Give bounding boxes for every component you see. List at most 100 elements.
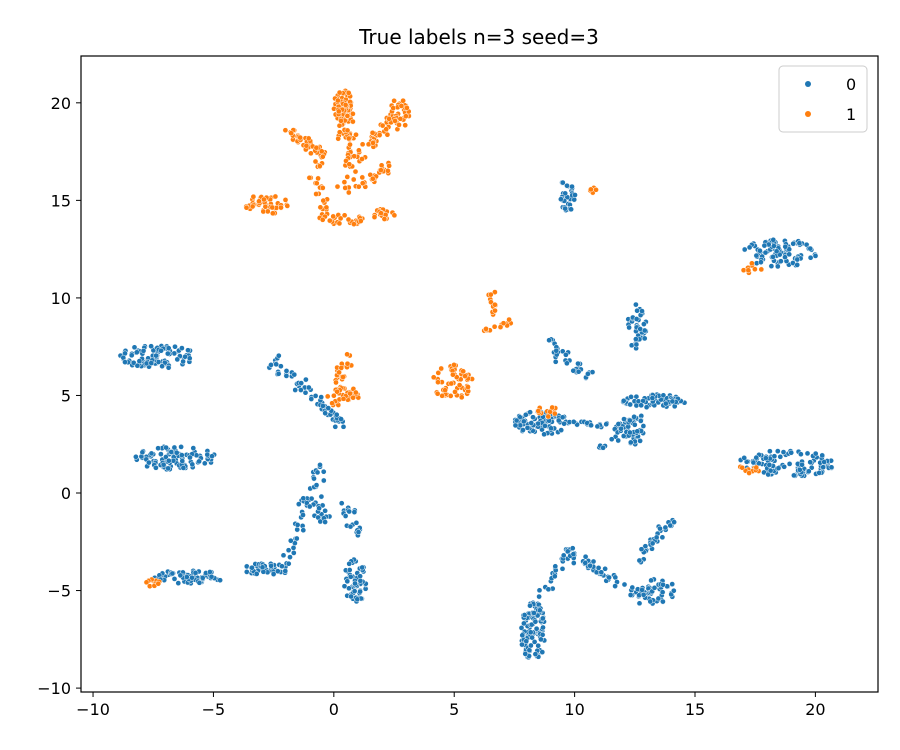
- point-series-0: [332, 423, 339, 430]
- point-series-1: [324, 393, 331, 400]
- point-series-1: [344, 351, 350, 358]
- point-series-0: [314, 469, 321, 476]
- point-series-0: [302, 389, 309, 396]
- point-series-0: [165, 345, 172, 352]
- y-tick-label: 0: [61, 484, 71, 503]
- point-series-0: [165, 364, 172, 371]
- point-series-1: [351, 221, 357, 227]
- point-series-0: [819, 452, 826, 459]
- point-series-0: [812, 253, 819, 259]
- point-series-0: [300, 495, 307, 502]
- point-series-0: [539, 426, 545, 433]
- point-series-1: [269, 210, 276, 217]
- point-series-0: [637, 418, 644, 424]
- point-series-1: [740, 267, 747, 274]
- point-series-0: [561, 420, 567, 427]
- point-series-0: [300, 512, 306, 518]
- point-series-0: [758, 259, 764, 266]
- point-series-1: [305, 135, 312, 142]
- point-series-0: [293, 535, 300, 542]
- point-series-0: [669, 398, 676, 405]
- point-series-1: [746, 470, 752, 476]
- point-series-1: [370, 140, 376, 146]
- point-series-0: [171, 576, 178, 582]
- point-series-0: [807, 245, 814, 252]
- point-series-0: [816, 470, 823, 476]
- point-series-1: [350, 118, 356, 125]
- point-series-0: [540, 624, 546, 631]
- point-series-0: [771, 243, 777, 249]
- point-series-0: [798, 451, 804, 458]
- point-series-0: [159, 363, 165, 370]
- point-series-0: [564, 182, 570, 189]
- point-series-0: [185, 347, 191, 354]
- point-series-0: [560, 552, 567, 559]
- point-series-0: [163, 454, 169, 460]
- point-series-0: [671, 519, 677, 525]
- point-series-0: [532, 618, 539, 625]
- x-tick-label: −5: [202, 700, 226, 719]
- point-series-1: [404, 105, 410, 111]
- point-series-1: [359, 141, 366, 148]
- point-series-0: [615, 437, 622, 444]
- data-points: [117, 88, 835, 661]
- point-series-0: [536, 607, 543, 614]
- point-series-1: [329, 400, 335, 407]
- point-series-0: [775, 465, 782, 472]
- point-series-0: [217, 577, 223, 584]
- point-series-0: [782, 254, 788, 261]
- point-series-1: [344, 127, 351, 134]
- point-series-1: [545, 413, 552, 420]
- point-series-0: [570, 367, 577, 374]
- point-series-0: [662, 524, 669, 531]
- point-series-0: [513, 417, 520, 424]
- point-series-0: [199, 575, 206, 581]
- point-series-0: [140, 347, 147, 354]
- point-series-0: [128, 352, 135, 359]
- point-series-1: [351, 153, 358, 160]
- point-series-0: [172, 343, 178, 350]
- x-tick-label: 15: [685, 700, 705, 719]
- point-series-0: [359, 564, 366, 571]
- point-series-0: [757, 247, 763, 254]
- point-series-0: [788, 449, 795, 456]
- point-series-1: [345, 189, 352, 196]
- point-series-1: [357, 218, 364, 224]
- point-series-0: [535, 420, 541, 427]
- point-series-1: [353, 131, 359, 138]
- point-series-1: [403, 113, 409, 120]
- point-series-0: [333, 411, 340, 418]
- point-series-0: [298, 387, 304, 393]
- point-series-0: [603, 421, 610, 428]
- y-tick-label: 5: [61, 386, 71, 405]
- point-series-1: [359, 180, 366, 187]
- point-series-1: [435, 379, 441, 386]
- point-series-0: [638, 402, 645, 409]
- point-series-0: [308, 396, 315, 402]
- point-series-1: [319, 185, 326, 191]
- point-series-0: [325, 405, 332, 411]
- point-series-0: [171, 350, 178, 357]
- point-series-0: [807, 254, 814, 261]
- point-series-0: [148, 343, 154, 350]
- point-series-1: [450, 371, 456, 378]
- x-axis: −10 −5 0 5 10 15 20: [76, 692, 826, 719]
- point-series-0: [526, 647, 533, 654]
- point-series-1: [297, 134, 304, 141]
- point-series-0: [196, 579, 203, 586]
- point-series-0: [634, 307, 640, 314]
- y-tick-label: −5: [47, 582, 71, 601]
- point-series-0: [146, 459, 152, 466]
- point-series-0: [357, 588, 363, 595]
- point-series-1: [391, 97, 397, 104]
- point-series-0: [528, 420, 535, 426]
- point-series-0: [163, 444, 169, 451]
- point-series-0: [558, 196, 564, 203]
- point-series-0: [158, 347, 164, 354]
- point-series-0: [531, 610, 537, 616]
- point-series-0: [346, 508, 353, 515]
- point-series-0: [346, 567, 353, 573]
- point-series-0: [636, 600, 643, 607]
- point-series-0: [648, 577, 654, 584]
- point-series-1: [312, 158, 319, 165]
